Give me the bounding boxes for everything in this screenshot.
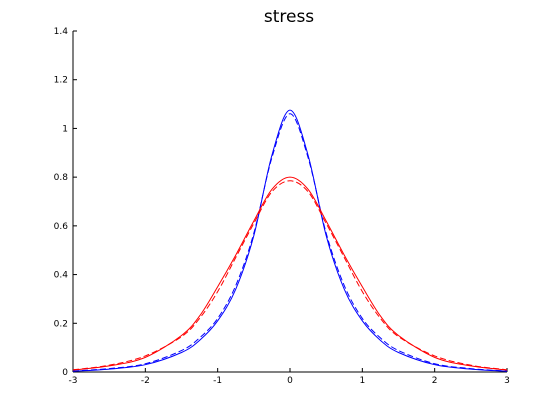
x-tick-label: 0 [287,376,293,386]
y-tick-label: 1.4 [54,27,69,37]
y-tick-label: 0.4 [54,271,69,281]
x-tick-label: 3 [504,376,510,386]
red-dashed-curve [72,180,508,371]
x-tick-label: -1 [213,376,222,386]
y-tick-label: 0.2 [54,319,68,329]
x-tick-label: -2 [141,376,150,386]
x-tick-label: -3 [69,376,78,386]
y-tick-label: 1.2 [54,76,68,86]
red-solid-curve [72,176,508,371]
plot-area: -3 -2 -1 0 1 2 3 0 0.2 0.4 0.6 0.8 1 1.2 1.4 [54,27,510,386]
blue-dashed-curve [72,113,508,372]
y-tick-label: 1 [62,124,68,134]
y-tick-label: 0 [62,368,68,378]
chart-title: stress [264,7,314,27]
blue-solid-curve [72,109,508,372]
x-tick-label: 1 [359,376,365,386]
y-tick-label: 0.8 [54,173,69,183]
x-tick-label: 2 [432,376,438,386]
y-tick-label: 0.6 [54,222,69,232]
